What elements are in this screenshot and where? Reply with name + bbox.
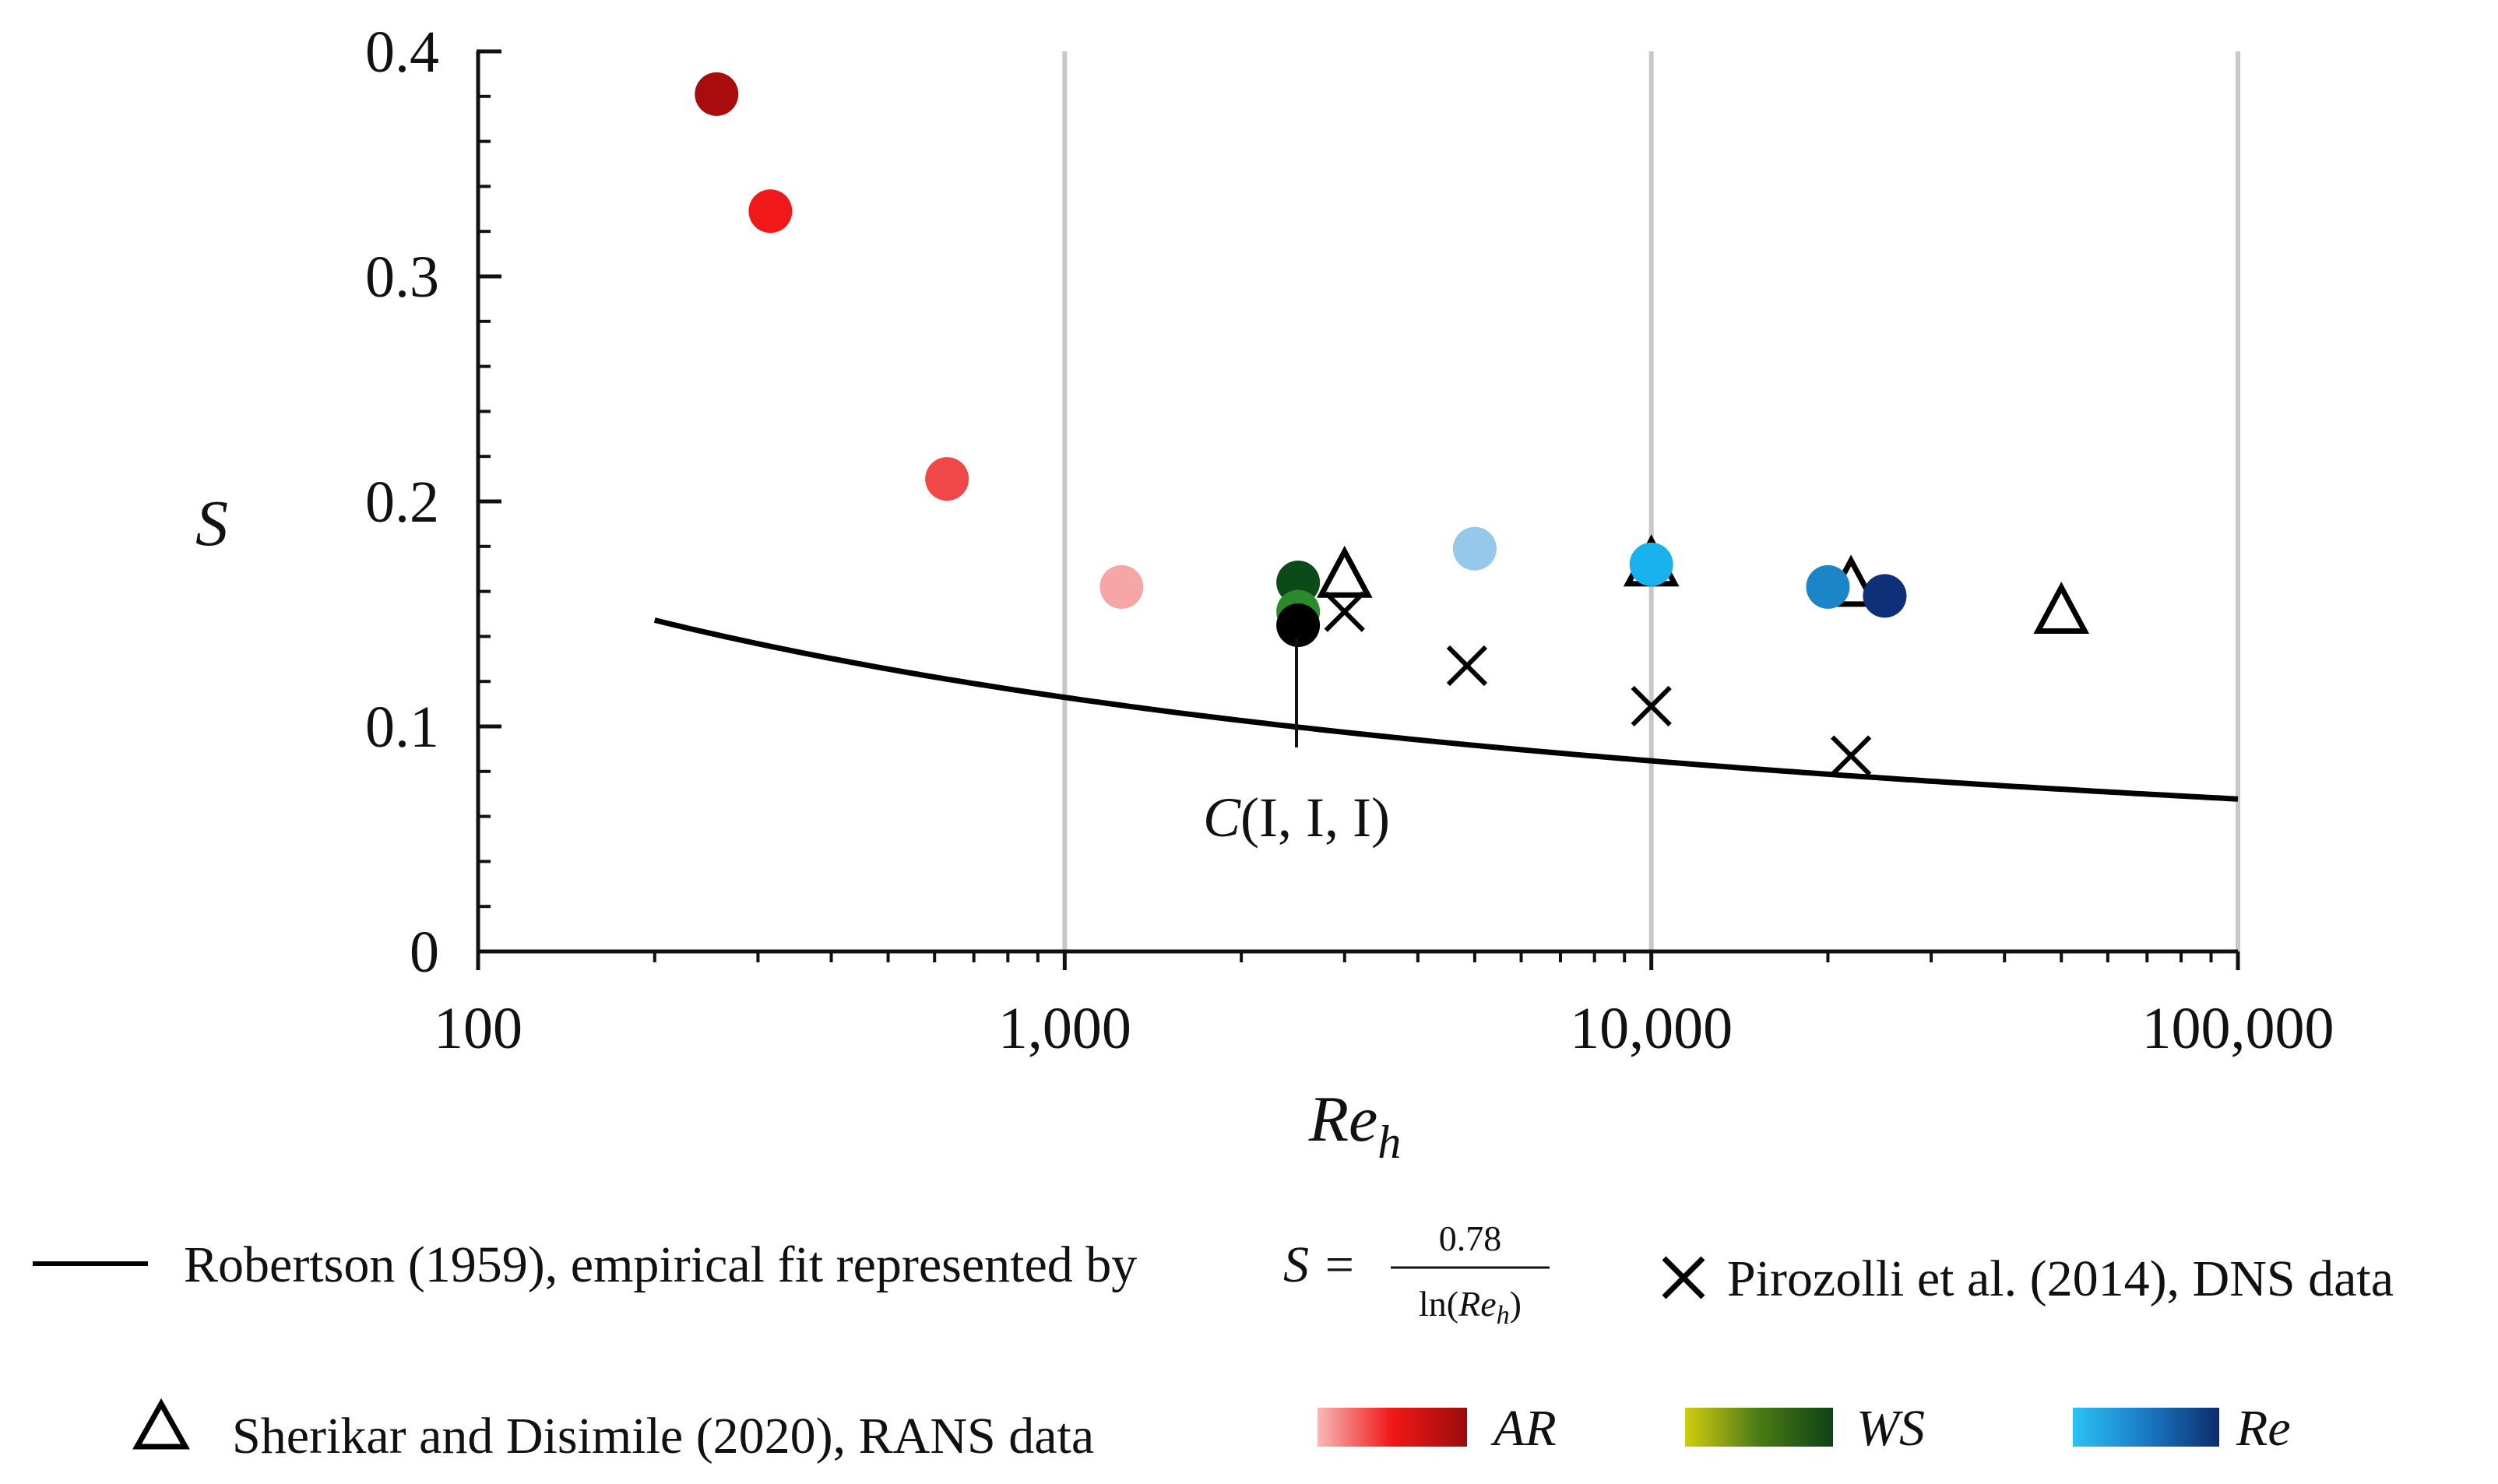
point-re-variation-0 [1452, 526, 1497, 571]
annotation-baseline: C(I, I, I) [1203, 638, 1390, 849]
annotation-label-prefix: C [1203, 786, 1241, 849]
legend-pirozolli-marker [1662, 1256, 1705, 1299]
series-robertson-fit [653, 617, 2239, 802]
y-tick-label-4: 0.4 [365, 19, 439, 85]
legend-re-swatch [2073, 1408, 2219, 1447]
x-axis-ticks: 100 1,000 10,000 100,000 [434, 951, 2334, 1061]
x-tick-label-0: 100 [434, 996, 522, 1061]
y-tick-label-2: 0.2 [365, 469, 439, 535]
y-tick-label-0: 0 [410, 920, 439, 985]
y-tick-label-3: 0.3 [365, 244, 439, 310]
x-axis-title-sub: h [1377, 1117, 1401, 1168]
point-re-variation-3 [1863, 574, 1907, 618]
legend-den-prefix: ln( [1419, 1284, 1458, 1324]
point-re-variation-2 [1806, 564, 1850, 609]
annotation-label-text: (I, I, I) [1240, 786, 1390, 849]
x-marker-stroke [1631, 685, 1672, 727]
x-tick-label-3: 100,000 [2142, 996, 2334, 1061]
legend-robertson-formula-denominator: ln(Reh) [1419, 1284, 1522, 1330]
y-axis-title: S [195, 487, 228, 560]
legend-ws-swatch [1685, 1408, 1833, 1447]
x-axis-title-main: Re [1308, 1083, 1378, 1155]
legend-ar-swatch [1318, 1408, 1467, 1447]
point-ar-variation-1 [748, 189, 793, 234]
legend-sherikar-marker [132, 1398, 190, 1450]
point-ar-variation-3 [1099, 564, 1144, 609]
legend: Robertson (1959), empirical fit represen… [33, 1218, 2394, 1465]
legend-den-suffix: ) [1510, 1284, 1522, 1324]
legend-pirozolli-label: Pirozolli et al. (2014), DNS data [1727, 1250, 2394, 1307]
point-sherikar-rans-3 [2033, 582, 2090, 634]
legend-re-label: Re [2236, 1400, 2291, 1457]
x-marker-stroke [1446, 645, 1488, 687]
legend-robertson-formula-numerator: 0.78 [1439, 1218, 1502, 1258]
legend-sherikar-label: Sherikar and Disimile (2020), RANS data [232, 1408, 1094, 1465]
x-marker-stroke [1831, 735, 1872, 776]
point-ar-variation-2 [925, 457, 969, 501]
point-ar-variation-0 [695, 72, 739, 116]
legend-ar-label: AR [1490, 1400, 1557, 1457]
point-pirozolli-dns-2 [1631, 685, 1672, 727]
legend-ws-label: WS [1856, 1400, 1925, 1457]
point-pirozolli-dns-1 [1446, 645, 1488, 687]
point-baseline-case-0 [1276, 603, 1321, 647]
y-axis-ticks: 0 0.1 0.2 0.3 0.4 [365, 19, 501, 985]
x-axis-title: Reh [1308, 1083, 1402, 1168]
legend-robertson-formula-lhs: S = [1283, 1236, 1356, 1293]
point-re-variation-1 [1629, 542, 1673, 586]
legend-den-var: Re [1458, 1284, 1497, 1324]
y-tick-label-1: 0.1 [365, 695, 439, 760]
gridlines [1062, 51, 2240, 951]
x-tick-label-2: 10,000 [1570, 996, 1733, 1061]
point-pirozolli-dns-0 [1324, 591, 1365, 632]
x-tick-label-1: 1,000 [998, 996, 1131, 1061]
x-marker-stroke [1324, 591, 1365, 632]
annotation-label: C(I, I, I) [1203, 786, 1390, 849]
point-sherikar-rans-0 [1316, 545, 1373, 598]
legend-robertson-label: Robertson (1959), empirical fit represen… [184, 1236, 1137, 1293]
legend-den-sub: h [1497, 1301, 1510, 1330]
point-pirozolli-dns-3 [1831, 735, 1872, 776]
plot-series [653, 72, 2239, 802]
